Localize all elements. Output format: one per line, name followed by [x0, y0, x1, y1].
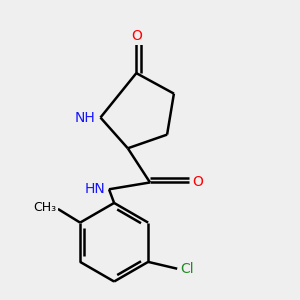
Text: O: O [193, 176, 204, 190]
Text: HN: HN [85, 182, 106, 196]
Text: NH: NH [75, 110, 95, 124]
Text: CH₃: CH₃ [33, 201, 56, 214]
Text: O: O [131, 28, 142, 43]
Text: Cl: Cl [181, 262, 194, 276]
